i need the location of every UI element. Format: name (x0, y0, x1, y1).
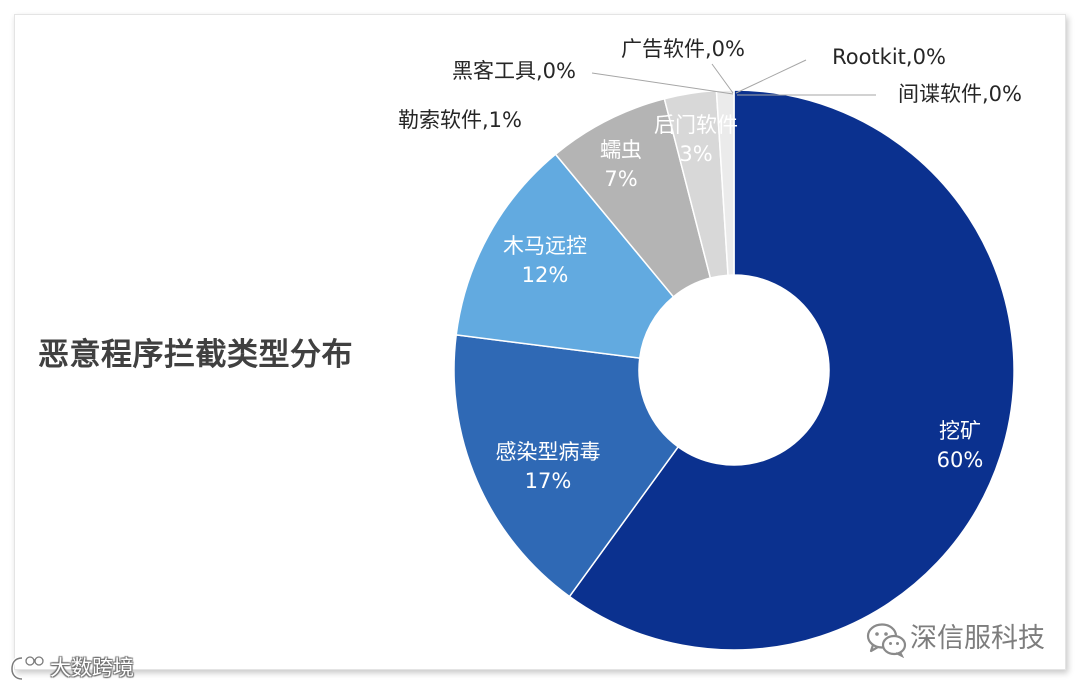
slice-label-9: Rootkit,0% (832, 45, 946, 69)
slice-label-7: 黑客工具,0% (452, 59, 576, 83)
slice-label-1: 挖矿 (939, 419, 981, 443)
slice-value-1: 60% (937, 448, 984, 472)
donut-slices (453, 89, 1015, 651)
slice-value-5: 3% (679, 142, 712, 166)
donut-slice-3 (455, 153, 675, 359)
slice-label-2: 感染型病毒 (496, 440, 601, 464)
leader-line-adware (711, 63, 734, 94)
brand-logo-icon (9, 656, 44, 681)
donut-slice-1 (568, 89, 1015, 651)
slice-label-10: 间谍软件,0% (898, 82, 1022, 106)
slice-label-3: 木马远控 (503, 234, 587, 258)
leader-line-hacker-tools (591, 72, 734, 95)
slice-label-6: 勒索软件,1% (398, 108, 522, 132)
donut-slice-6 (715, 89, 735, 276)
slice-label-5: 后门软件 (654, 113, 738, 137)
watermark-right: 深信服科技 (910, 623, 1045, 654)
slice-labels: 挖矿 60% 感染型病毒 17% 木马远控 12% 蠕虫 7% 后门软件 3% 勒索软件,1% 黑客工… (398, 37, 1022, 493)
leader-lines (591, 59, 876, 96)
donut-slice-2 (453, 334, 680, 598)
leader-line-rootkit (735, 59, 807, 94)
watermark-left: 大数跨境 (50, 656, 134, 680)
wechat-icon (866, 623, 907, 658)
slice-label-4: 蠕虫 (600, 138, 642, 162)
slice-label-8: 广告软件,0% (621, 37, 745, 61)
slice-value-4: 7% (604, 167, 637, 191)
slice-value-2: 17% (525, 469, 572, 493)
slice-value-3: 12% (522, 263, 569, 287)
chart-title: 恶意程序拦截类型分布 (38, 337, 353, 373)
